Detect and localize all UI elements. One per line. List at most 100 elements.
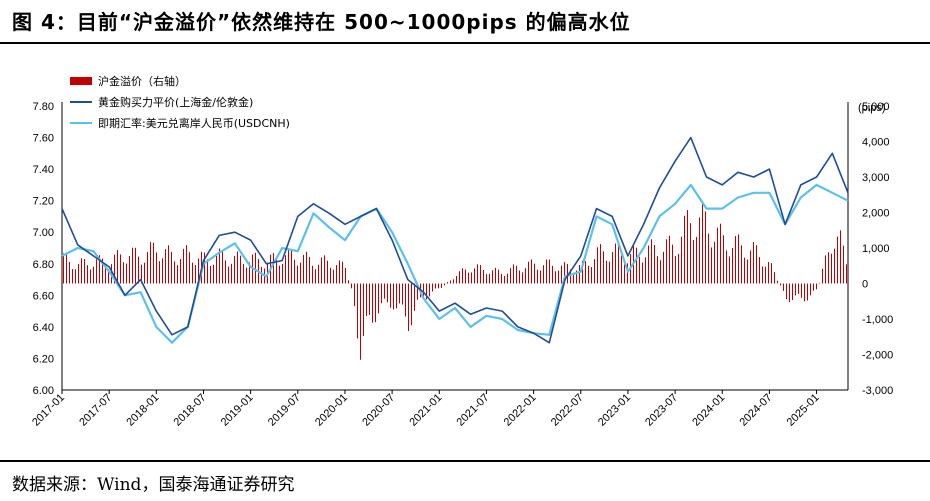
premium-bar — [486, 274, 487, 284]
premium-bar — [210, 265, 211, 284]
premium-bar — [75, 269, 76, 284]
premium-bar — [360, 283, 361, 360]
premium-bar — [501, 273, 502, 284]
premium-bar — [423, 283, 424, 299]
premium-bar — [429, 283, 430, 297]
premium-bar — [489, 273, 490, 284]
premium-bar — [579, 264, 580, 284]
premium-bar — [321, 257, 322, 284]
legend-swatch-premium — [70, 77, 92, 85]
premium-bar — [813, 283, 814, 291]
premium-bar — [795, 283, 796, 296]
premium-bar — [687, 210, 688, 284]
premium-bar — [279, 265, 280, 284]
premium-bar — [645, 257, 646, 284]
premium-bar — [663, 251, 664, 284]
right-tick-label: 3,000 — [862, 172, 890, 184]
premium-bar — [789, 283, 790, 303]
premium-bar — [468, 272, 469, 284]
premium-bar — [627, 263, 628, 284]
premium-bar — [759, 257, 760, 284]
premium-bar — [225, 260, 226, 284]
left-tick-label: 7.60 — [33, 133, 54, 145]
premium-bar — [219, 248, 220, 284]
premium-bar — [723, 235, 724, 284]
premium-bar — [114, 254, 115, 284]
premium-bar — [477, 264, 478, 284]
premium-bar — [66, 254, 67, 284]
premium-bar — [609, 261, 610, 284]
premium-bar — [510, 268, 511, 284]
premium-bar — [534, 263, 535, 284]
premium-bar — [831, 253, 832, 284]
premium-bar — [249, 262, 250, 284]
x-tick-label: 2024-07 — [737, 392, 774, 429]
left-tick-label: 6.80 — [33, 259, 54, 271]
premium-bar — [765, 266, 766, 284]
premium-bar — [684, 215, 685, 284]
premium-bar — [492, 270, 493, 284]
premium-bar — [546, 259, 547, 284]
premium-bar — [129, 256, 130, 284]
premium-bar — [132, 247, 133, 284]
premium-bar — [237, 251, 238, 284]
premium-bar — [774, 272, 775, 284]
left-tick-label: 6.00 — [33, 385, 54, 397]
premium-bar — [150, 242, 151, 284]
left-tick-label: 6.40 — [33, 322, 54, 334]
premium-bar — [777, 280, 778, 284]
premium-bar — [393, 283, 394, 310]
premium-bar — [117, 249, 118, 284]
premium-bar — [93, 266, 94, 284]
premium-bar — [762, 266, 763, 284]
premium-bar — [807, 283, 808, 301]
premium-bar — [816, 283, 817, 290]
premium-bar — [228, 266, 229, 284]
premium-bar — [654, 244, 655, 284]
title-rule — [0, 42, 930, 44]
premium-bar — [162, 258, 163, 284]
premium-bar — [465, 269, 466, 284]
right-tick-label: -1,000 — [862, 314, 893, 326]
premium-bar — [144, 262, 145, 284]
premium-bar — [696, 236, 697, 284]
premium-bar — [516, 265, 517, 284]
premium-bar — [828, 252, 829, 284]
premium-bar — [96, 259, 97, 284]
premium-bar — [318, 264, 319, 284]
premium-bar — [168, 245, 169, 284]
premium-bar — [396, 283, 397, 309]
premium-bar — [126, 263, 127, 284]
premium-bar — [414, 283, 415, 311]
premium-bar — [426, 283, 427, 300]
premium-bar — [339, 260, 340, 284]
premium-bar — [102, 258, 103, 284]
premium-bar — [351, 283, 352, 289]
premium-bar — [600, 244, 601, 284]
premium-bar — [417, 283, 418, 300]
premium-bar — [444, 283, 445, 286]
right-tick-label: 4,000 — [862, 137, 890, 149]
legend-label-ppp: 黄金购买力平价(上海金/伦敦金) — [98, 95, 253, 109]
premium-bar — [69, 261, 70, 284]
premium-bar — [753, 241, 754, 284]
premium-bar — [330, 267, 331, 284]
x-tick-label: 2018-07 — [172, 392, 209, 429]
left-tick-label: 7.00 — [33, 227, 54, 239]
premium-bar — [447, 282, 448, 284]
premium-bar — [273, 253, 274, 284]
premium-bar — [801, 283, 802, 298]
premium-bar — [177, 265, 178, 284]
premium-bar — [543, 265, 544, 284]
premium-bar — [588, 265, 589, 284]
premium-bar — [90, 269, 91, 284]
premium-bar — [783, 283, 784, 291]
premium-bar — [567, 263, 568, 284]
premium-bar — [378, 283, 379, 314]
premium-bar — [519, 270, 520, 284]
premium-bar — [747, 259, 748, 284]
premium-bar — [738, 234, 739, 284]
premium-bar — [786, 283, 787, 300]
premium-bar — [708, 233, 709, 284]
premium-bar — [315, 269, 316, 284]
